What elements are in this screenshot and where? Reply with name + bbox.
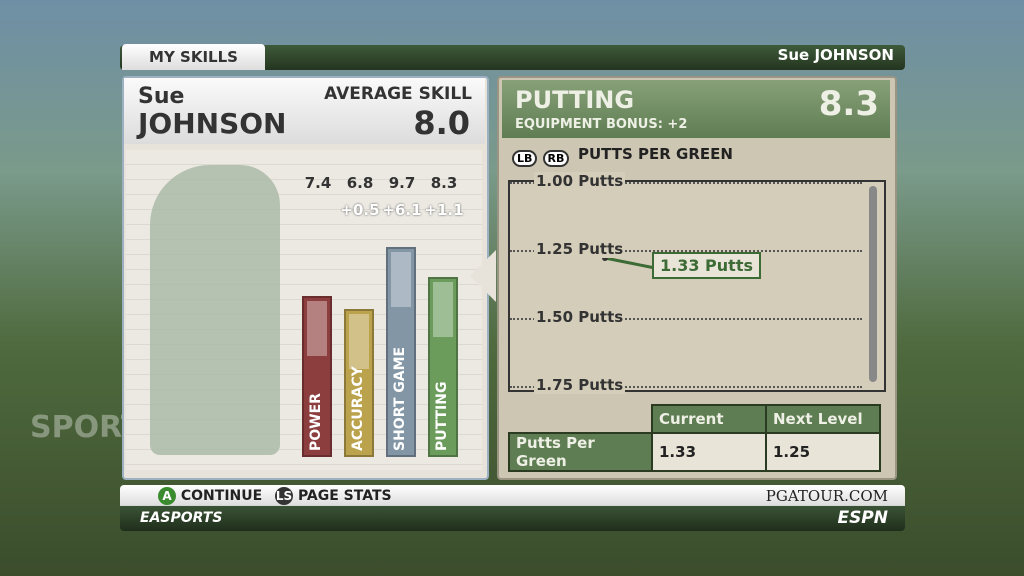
footer-controls: A CONTINUE LS PAGE STATS [158, 487, 392, 505]
skill-bar [386, 246, 416, 457]
tick-label: 1.75 Putts [534, 376, 626, 394]
skill-value: 8.3 [430, 174, 458, 192]
stat-title: PUTTING [515, 86, 635, 114]
average-label: AVERAGE SKILL [324, 84, 472, 104]
skill-name: POWER [308, 393, 324, 451]
table-header: Current [651, 404, 767, 434]
skill-name: PUTTING [434, 381, 450, 451]
skill-name: ACCURACY [350, 366, 366, 451]
site: PGATOUR.COM [765, 487, 888, 505]
tab[interactable]: MY SKILLS [122, 44, 265, 70]
button-icon[interactable]: A [158, 487, 176, 505]
current-value: 1.33 [651, 432, 767, 472]
scrollbar[interactable] [869, 186, 877, 382]
tick-label: 1.00 Putts [534, 172, 626, 190]
table-header: Next Level [765, 404, 881, 434]
skill-bar [344, 309, 374, 457]
skill-bar [428, 276, 458, 457]
player-name: Sue JOHNSON [777, 46, 894, 64]
stat-table: Current Next Level Putts Per Green 1.33 … [508, 404, 881, 472]
skills-header [124, 78, 485, 144]
last-name: JOHNSON [138, 107, 287, 140]
skill-bonus: +0.5 [340, 201, 380, 219]
tick-label: 1.25 Putts [534, 240, 626, 258]
putts-chart [508, 180, 886, 392]
button-icon[interactable]: LS [275, 487, 294, 505]
stat-header [502, 80, 890, 138]
skill-bar [302, 296, 332, 457]
skill-value: 7.4 [304, 174, 332, 192]
marker-label: 1.33 Putts [652, 252, 761, 279]
skill-value: 6.8 [346, 174, 374, 192]
lb-button[interactable]: LB [512, 150, 538, 167]
tick-label: 1.50 Putts [534, 308, 626, 326]
footer [120, 485, 905, 531]
tick-line [510, 386, 862, 388]
skill-value: 9.7 [388, 174, 416, 192]
row-label: Putts Per Green [508, 432, 653, 472]
average-value: 8.0 [413, 104, 470, 142]
equipment-bonus: EQUIPMENT BONUS: +2 [515, 117, 688, 132]
network: ESPN [837, 508, 888, 528]
stat-name: PUTTS PER GREEN [578, 145, 733, 163]
brand: EASPORTS [140, 510, 223, 526]
button-label[interactable]: CONTINUE [180, 488, 263, 504]
first-name: Sue [138, 84, 185, 109]
tick-line [510, 182, 862, 184]
pointer [470, 250, 496, 302]
skill-bonus: +1.1 [424, 201, 464, 219]
skill-name: SHORT GAME [392, 346, 408, 451]
button-label[interactable]: PAGE STATS [297, 488, 392, 504]
skill-bonus: +6.1 [382, 201, 422, 219]
rb-button[interactable]: RB [542, 150, 570, 167]
stat-score: 8.3 [818, 84, 879, 124]
bumpers: LB RB [512, 147, 570, 167]
tick-line [510, 318, 862, 320]
tick-line [510, 250, 862, 252]
golfer-silhouette [150, 165, 280, 455]
next-value: 1.25 [765, 432, 881, 472]
